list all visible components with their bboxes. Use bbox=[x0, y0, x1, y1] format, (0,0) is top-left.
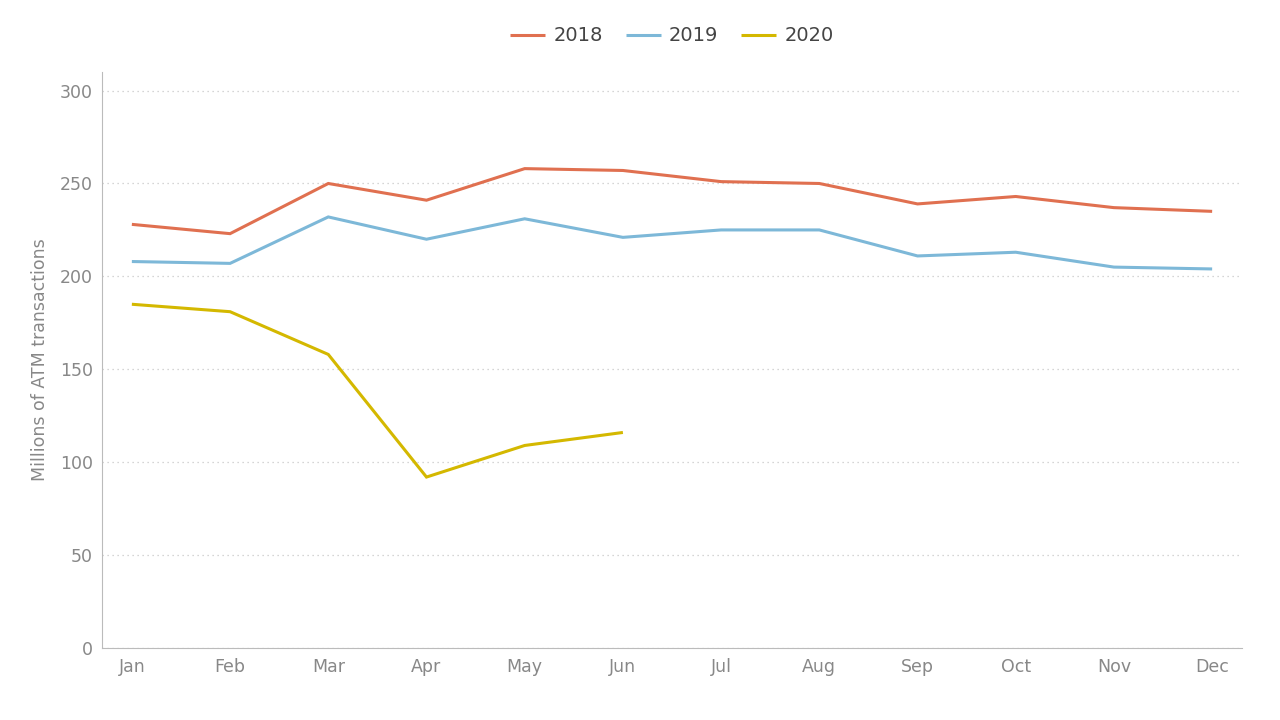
2019 bbox=[1009, 248, 1024, 256]
2018 bbox=[713, 177, 728, 186]
Legend: 2018, 2019, 2020: 2018, 2019, 2020 bbox=[503, 19, 841, 53]
2019 bbox=[124, 257, 140, 266]
2019 bbox=[320, 212, 335, 221]
2019 bbox=[223, 259, 238, 268]
2020 bbox=[419, 473, 434, 482]
2019 bbox=[419, 235, 434, 243]
2020 bbox=[320, 350, 335, 359]
Line: 2019: 2019 bbox=[132, 217, 1212, 269]
2018 bbox=[1204, 207, 1220, 216]
Line: 2018: 2018 bbox=[132, 168, 1212, 234]
2019 bbox=[1204, 265, 1220, 274]
2018 bbox=[616, 166, 631, 175]
Y-axis label: Millions of ATM transactions: Millions of ATM transactions bbox=[31, 238, 49, 482]
2019 bbox=[812, 225, 827, 234]
2018 bbox=[812, 179, 827, 188]
2019 bbox=[616, 233, 631, 242]
2018 bbox=[419, 196, 434, 204]
2018 bbox=[223, 230, 238, 238]
2018 bbox=[320, 179, 335, 188]
2018 bbox=[1009, 192, 1024, 201]
2020 bbox=[517, 441, 532, 450]
2020 bbox=[124, 300, 140, 309]
Line: 2020: 2020 bbox=[132, 305, 623, 477]
2020 bbox=[616, 428, 631, 437]
2018 bbox=[910, 199, 925, 208]
2019 bbox=[1106, 263, 1121, 271]
2019 bbox=[910, 251, 925, 260]
2018 bbox=[517, 164, 532, 173]
2018 bbox=[1106, 203, 1121, 212]
2019 bbox=[517, 215, 532, 223]
2018 bbox=[124, 220, 140, 229]
2020 bbox=[223, 307, 238, 316]
2019 bbox=[713, 225, 728, 234]
